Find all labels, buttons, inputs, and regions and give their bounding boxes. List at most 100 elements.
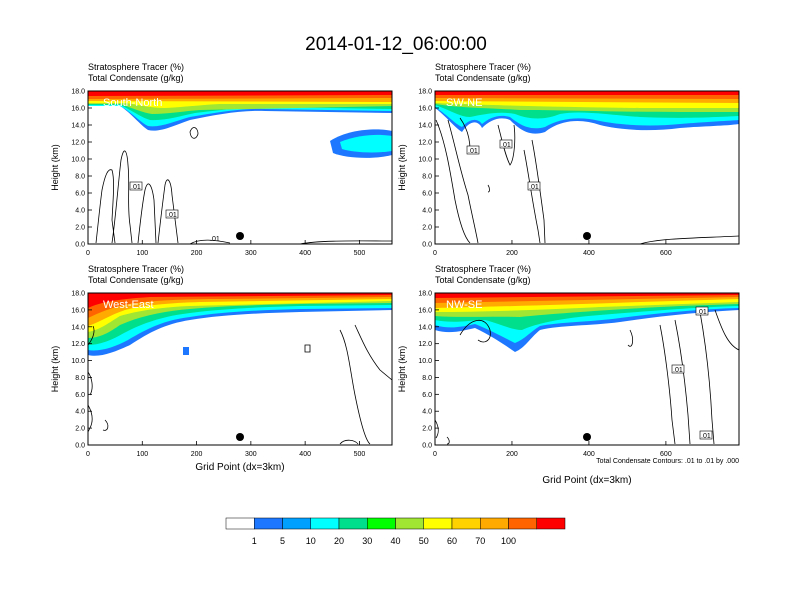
y-tick-label: 0.0 [422,443,432,450]
panel-south-north: Stratosphere Tracer (%) Total Condensate… [50,62,393,258]
x-tick-label: 200 [191,250,203,257]
field-nw-se: .01 .01 .01 [435,293,739,445]
y-tick-label: 8.0 [75,174,85,181]
colorbar: 1 5 10 20 30 40 50 60 70 100 [225,517,566,546]
colorbar-box [480,517,509,530]
colorbar-box [451,517,481,530]
field-west-east [88,293,392,445]
panel-var-label: Stratosphere Tracer (%) [435,264,531,274]
y-tick-label: 12.0 [71,341,85,348]
colorbar-box [423,517,453,530]
location-marker [583,433,591,441]
colorbar-level-label: 30 [362,536,372,546]
contour-label: .01 [529,184,539,191]
x-tick-label: 200 [506,451,518,458]
x-tick-label: 400 [583,451,595,458]
x-tick-label: 0 [86,451,90,458]
x-tick-label: 100 [136,250,148,257]
y-tick-label: 2.0 [75,426,85,433]
y-tick-label: 8.0 [75,375,85,382]
contour-label: .01 [673,367,683,374]
x-tick-label: 300 [245,451,257,458]
panel-west-east: Stratosphere Tracer (%) Total Condensate… [50,264,393,459]
colorbar-level-label: 1 [252,536,257,546]
x-tick-label: 500 [354,250,366,257]
chart-title: 2014-01-12_06:00:00 [305,34,487,55]
y-tick-label: 6.0 [422,191,432,198]
x-tick-label: 200 [506,250,518,257]
colorbar-level-label: 20 [334,536,344,546]
colorbar-level-label: 70 [475,536,485,546]
contour-label: .01 [697,309,707,316]
x-tick-label: 100 [136,451,148,458]
y-tick-label: 0.0 [75,242,85,249]
x-tick-label: 400 [299,451,311,458]
panel-contour-label: Total Condensate (g/kg) [88,275,184,285]
colorbar-box [282,517,311,530]
axes-south-north: 0 100 200 300 400 500 0.0 2.0 4.0 6.0 8.0 10.0 12.0 1… [50,89,365,258]
y-tick-label: 18.0 [71,291,85,298]
y-tick-label: 12.0 [418,140,432,147]
colorbar-level-label: 60 [447,536,457,546]
contour-label: .01 [701,433,711,440]
y-tick-label: 4.0 [75,208,85,215]
colorbar-level-label: 5 [280,536,285,546]
colorbar-box [395,517,424,530]
colorbar-box [310,517,340,530]
x-tick-label: 0 [433,250,437,257]
y-tick-label: 14.0 [418,123,432,130]
y-tick-label: 16.0 [71,106,85,113]
panel-var-label: Stratosphere Tracer (%) [435,62,531,72]
y-axis-label: Height (km) [397,144,407,191]
location-marker [236,232,244,240]
contour-label: .01 [501,142,511,149]
colorbar-level-label: 10 [306,536,316,546]
y-tick-label: 6.0 [75,392,85,399]
x-tick-label: 200 [191,451,203,458]
x-tick-label: 500 [354,451,366,458]
y-tick-label: 8.0 [422,174,432,181]
panel-var-label: Stratosphere Tracer (%) [88,264,184,274]
colorbar-box [508,517,537,530]
x-tick-label: 400 [583,250,595,257]
colorbar-box [367,517,396,530]
y-tick-label: 14.0 [71,324,85,331]
field-south-north: .01 .01 .01 [88,91,392,244]
x-tick-label: 400 [299,250,311,257]
x-tick-label: 300 [245,250,257,257]
y-tick-label: 18.0 [71,89,85,96]
y-tick-label: 10.0 [418,358,432,365]
x-axis-label-right: Grid Point (dx=3km) [542,475,631,486]
y-tick-label: 2.0 [422,426,432,433]
panel-name: NW-SE [446,299,482,311]
y-tick-label: 12.0 [71,140,85,147]
panel-var-label: Stratosphere Tracer (%) [88,62,184,72]
location-marker [236,433,244,441]
axes-west-east: 0 100 200 300 400 500 0.0 2.0 4.0 6.0 8.0 10.0 12.0 1… [50,291,365,459]
y-tick-label: 6.0 [422,392,432,399]
contour-label: .01 [131,184,141,191]
x-tick-label: 0 [433,451,437,458]
y-axis-label: Height (km) [397,346,407,393]
axes-sw-ne: 0 200 400 600 0.0 2.0 4.0 6.0 8.0 10.0 12.0 14.0 16.… [397,89,672,258]
x-axis-label-left: Grid Point (dx=3km) [195,462,284,473]
colorbar-box [225,517,255,530]
y-axis-label: Height (km) [50,144,60,191]
x-tick-label: 600 [660,250,672,257]
x-tick-label: 600 [660,451,672,458]
y-tick-label: 6.0 [75,191,85,198]
colorbar-level-label: 50 [419,536,429,546]
y-tick-label: 14.0 [418,324,432,331]
axes-nw-se: 0 200 400 600 0.0 2.0 4.0 6.0 8.0 10.0 12.0 14.0 16.… [397,291,672,459]
y-tick-label: 10.0 [71,157,85,164]
panel-contour-label: Total Condensate (g/kg) [435,73,531,83]
y-tick-label: 10.0 [71,358,85,365]
y-tick-label: 2.0 [75,225,85,232]
y-tick-label: 18.0 [418,291,432,298]
y-tick-label: 0.0 [75,443,85,450]
panel-nw-se: Stratosphere Tracer (%) Total Condensate… [397,264,740,459]
colorbar-level-label: 40 [390,536,400,546]
y-tick-label: 4.0 [422,409,432,416]
